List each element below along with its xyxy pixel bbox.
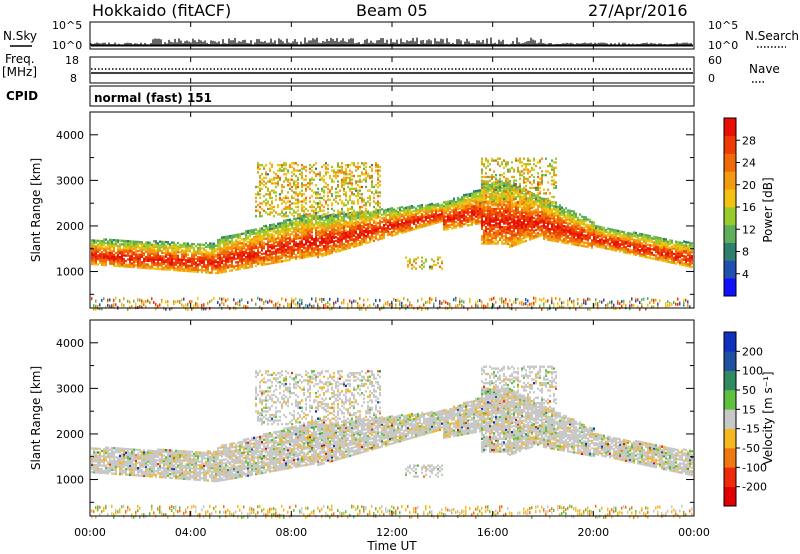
cpid-label: CPID xyxy=(6,89,38,103)
y-tick-label: 3000 xyxy=(56,174,84,187)
y-tick-label: 4000 xyxy=(56,129,84,142)
colorbar-swatch xyxy=(724,486,736,507)
colorbar-tick-label: 12 xyxy=(742,223,756,236)
time-axis-ticks: 00:00 04:00 08:00 12:00 16:00 20:00 00:00 xyxy=(74,22,710,539)
y-tick-label: 2000 xyxy=(56,220,84,233)
colorbar-tick-label: -50 xyxy=(742,442,760,455)
y-tick-label: 4000 xyxy=(56,337,84,350)
velocity-data xyxy=(91,365,693,519)
colorbar-tick-label: 8 xyxy=(742,246,749,259)
velocity-axes: 1000 2000 3000 4000 xyxy=(56,337,694,503)
y-tick-label: 2000 xyxy=(56,428,84,441)
power-colorbar: 4 8 12 16 20 24 28 xyxy=(723,117,756,297)
y-tick-label: 3000 xyxy=(56,382,84,395)
power-data xyxy=(91,157,693,311)
colorbar-tick-label: -15 xyxy=(742,423,760,436)
colorbar-swatch xyxy=(724,207,736,226)
colorbar-tick-label: 4 xyxy=(742,268,749,281)
colorbar-swatch xyxy=(724,153,736,172)
colorbar-swatch xyxy=(724,390,736,410)
velocity-colorbar-label: Velocity [m s⁻¹] xyxy=(761,371,775,464)
colorbar-swatch xyxy=(724,260,736,279)
power-colorbar-label: Power [dB] xyxy=(761,177,775,242)
nave-tick-top: 60 xyxy=(708,54,722,67)
colorbar-swatch xyxy=(724,332,736,352)
time-axis-label: Time UT xyxy=(366,539,417,553)
time-tick-label: 16:00 xyxy=(477,526,509,539)
freq-label: Freq. xyxy=(5,52,35,66)
y-tick-label: 1000 xyxy=(56,266,84,279)
power-axes: 1000 2000 3000 4000 xyxy=(56,129,694,295)
colorbar-swatch xyxy=(724,409,736,429)
power-ylabel: Slant Range [km] xyxy=(29,158,43,262)
cpid-mode: normal (fast) 151 xyxy=(94,91,212,105)
colorbar-swatch xyxy=(724,448,736,468)
colorbar-swatch xyxy=(724,370,736,391)
colorbar-tick-label: 16 xyxy=(742,201,756,214)
nave-tick-bottom: 0 xyxy=(708,72,715,85)
time-tick-label: 12:00 xyxy=(376,526,408,539)
colorbar-swatch xyxy=(724,224,736,243)
colorbar-swatch xyxy=(724,135,736,154)
nsearch-label: N.Search xyxy=(745,29,799,43)
colorbar-tick-label: 28 xyxy=(742,134,756,147)
velocity-ylabel: Slant Range [km] xyxy=(29,366,43,470)
nsearch-tick-bottom: 10^0 xyxy=(708,39,738,52)
colorbar-tick-label: 20 xyxy=(742,179,756,192)
velocity-colorbar: -200 -100 -50 -15 15 50 100 200 xyxy=(723,331,767,507)
nave-label: Nave xyxy=(749,62,780,76)
freq-unit-label: [MHz] xyxy=(2,65,37,79)
colorbar-swatch xyxy=(724,467,736,487)
time-tick-label: 20:00 xyxy=(577,526,609,539)
nsky-tick-bottom: 10^0 xyxy=(52,39,82,52)
colorbar-tick-label: -100 xyxy=(742,461,767,474)
colorbar-swatch xyxy=(724,351,736,371)
radar-title: Hokkaido (fitACF) xyxy=(92,1,231,20)
colorbar-swatch xyxy=(724,189,736,208)
colorbar-tick-label: 15 xyxy=(742,403,756,416)
beam-label: Beam 05 xyxy=(356,1,428,20)
date-label: 27/Apr/2016 xyxy=(588,1,688,20)
time-tick-label: 04:00 xyxy=(175,526,207,539)
colorbar-swatch xyxy=(724,171,736,190)
colorbar-tick-label: 100 xyxy=(742,365,763,378)
colorbar-swatch xyxy=(724,428,736,449)
colorbar-tick-label: 50 xyxy=(742,384,756,397)
colorbar-tick-label: 24 xyxy=(742,157,756,170)
colorbar-swatch xyxy=(724,278,736,297)
time-tick-label: 00:00 xyxy=(678,526,710,539)
colorbar-tick-label: -200 xyxy=(742,481,767,494)
colorbar-swatch xyxy=(724,118,736,137)
freq-tick-bottom: 8 xyxy=(70,72,77,85)
colorbar-swatch xyxy=(724,242,736,261)
colorbar-tick-label: 200 xyxy=(742,345,763,358)
y-tick-label: 1000 xyxy=(56,474,84,487)
freq-tick-top: 18 xyxy=(65,54,79,67)
nsky-label: N.Sky xyxy=(3,29,37,43)
time-tick-label: 08:00 xyxy=(275,526,307,539)
nsearch-tick-top: 10^5 xyxy=(708,19,738,32)
time-tick-label: 00:00 xyxy=(74,526,106,539)
nsky-tick-top: 10^5 xyxy=(52,19,82,32)
